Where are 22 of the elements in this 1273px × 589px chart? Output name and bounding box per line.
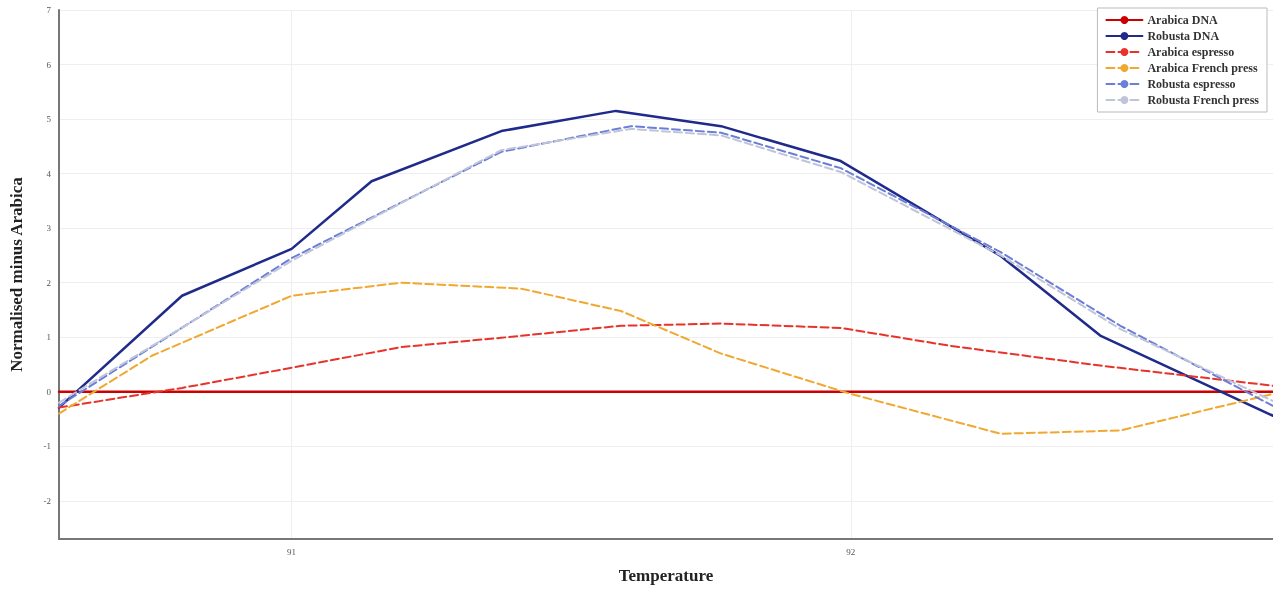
y-axis-title: Normalised minus Arabica — [7, 176, 26, 372]
line-series — [58, 281, 1273, 435]
y-tick-label: 0 — [46, 386, 52, 397]
legend-label: Robusta French press — [1147, 93, 1260, 107]
x-axis-title: Temperature — [618, 566, 714, 585]
y-tick-label: 1 — [46, 332, 51, 343]
y-tick-label: 3 — [46, 223, 52, 234]
y-tick-label: 4 — [46, 168, 52, 179]
line-series — [58, 322, 1273, 409]
y-tick-label: -1 — [43, 441, 51, 452]
x-tick-label: 92 — [846, 546, 856, 557]
y-tick-label: 7 — [46, 5, 52, 15]
legend-label: Robusta DNA — [1147, 29, 1220, 43]
legend-label: Arabica espresso — [1147, 45, 1235, 59]
y-tick-label: -2 — [43, 495, 51, 506]
y-tick-label: 5 — [46, 114, 52, 125]
legend-label: Arabica DNA — [1147, 13, 1219, 27]
y-tick-label: 6 — [46, 59, 52, 70]
legend-label: Arabica French press — [1147, 61, 1258, 75]
y-tick-label: 2 — [46, 277, 51, 288]
legend-label: Robusta espresso — [1147, 77, 1236, 91]
x-tick-label: 91 — [287, 546, 297, 557]
